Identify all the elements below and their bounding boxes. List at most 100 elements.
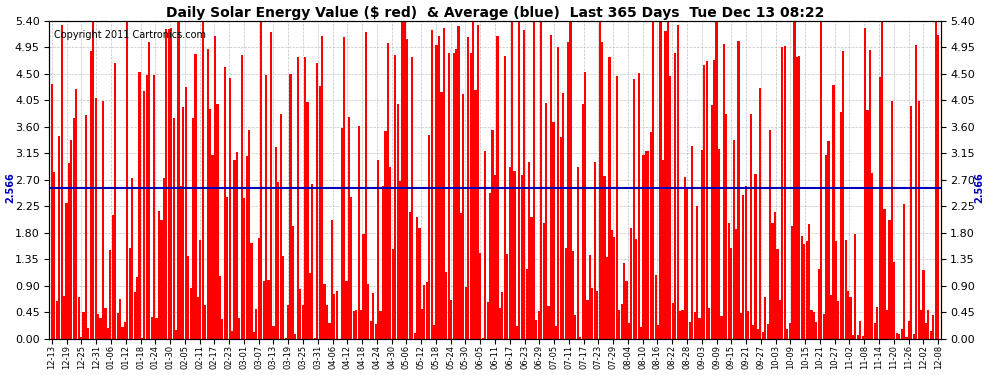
Bar xyxy=(886,309,888,339)
Bar xyxy=(798,56,801,339)
Bar xyxy=(528,162,531,339)
Bar xyxy=(749,114,751,339)
Bar xyxy=(236,152,238,339)
Bar xyxy=(686,189,688,339)
Bar xyxy=(144,91,146,339)
Bar xyxy=(793,21,796,339)
Bar xyxy=(501,292,503,339)
Bar xyxy=(898,334,900,339)
Bar xyxy=(180,186,182,339)
Bar xyxy=(928,310,930,339)
Bar xyxy=(516,326,518,339)
Bar xyxy=(487,302,489,339)
Bar xyxy=(350,197,352,339)
Bar xyxy=(618,310,621,339)
Bar xyxy=(925,323,927,339)
Bar xyxy=(377,160,379,339)
Bar xyxy=(117,313,119,339)
Bar xyxy=(713,60,715,339)
Bar xyxy=(846,291,849,339)
Bar xyxy=(102,101,104,339)
Bar xyxy=(204,305,206,339)
Bar xyxy=(331,220,333,339)
Bar xyxy=(494,175,496,339)
Bar xyxy=(844,240,846,339)
Bar xyxy=(287,305,289,339)
Bar xyxy=(372,292,374,339)
Bar xyxy=(406,39,409,339)
Bar xyxy=(747,310,749,339)
Bar xyxy=(716,21,718,339)
Bar xyxy=(399,181,401,339)
Bar xyxy=(891,101,893,339)
Bar xyxy=(838,301,840,339)
Bar xyxy=(674,53,676,339)
Bar xyxy=(764,297,766,339)
Bar xyxy=(129,248,131,339)
Bar xyxy=(189,288,192,339)
Bar xyxy=(221,320,224,339)
Bar xyxy=(640,327,643,339)
Bar xyxy=(733,140,735,339)
Bar xyxy=(730,248,733,339)
Bar xyxy=(835,242,837,339)
Bar xyxy=(554,326,557,339)
Bar xyxy=(644,151,647,339)
Bar xyxy=(431,30,433,339)
Bar xyxy=(424,285,426,339)
Bar xyxy=(698,318,701,339)
Bar xyxy=(365,32,367,339)
Bar xyxy=(910,106,913,339)
Bar xyxy=(611,230,613,339)
Bar xyxy=(937,35,940,339)
Bar xyxy=(526,269,528,339)
Bar xyxy=(241,55,243,339)
Text: Copyright 2011 Cartronics.com: Copyright 2011 Cartronics.com xyxy=(53,30,206,40)
Bar xyxy=(604,176,606,339)
Bar xyxy=(533,21,535,339)
Bar xyxy=(920,310,922,339)
Bar xyxy=(477,25,479,339)
Bar xyxy=(766,324,769,339)
Bar xyxy=(654,275,656,339)
Bar xyxy=(231,331,233,339)
Bar xyxy=(691,146,693,339)
Bar xyxy=(761,332,764,339)
Bar xyxy=(209,109,211,339)
Bar xyxy=(584,72,586,339)
Bar xyxy=(816,322,818,339)
Bar xyxy=(735,229,738,339)
Bar xyxy=(304,57,306,339)
Bar xyxy=(384,131,386,339)
Bar xyxy=(706,61,708,339)
Bar xyxy=(482,338,484,339)
Bar xyxy=(443,28,445,339)
Bar xyxy=(148,42,150,339)
Bar xyxy=(820,22,823,339)
Text: 2.566: 2.566 xyxy=(974,172,984,203)
Bar xyxy=(903,204,905,339)
Bar xyxy=(246,156,248,339)
Bar xyxy=(901,328,903,339)
Bar xyxy=(124,322,126,339)
Bar xyxy=(68,163,70,339)
Bar xyxy=(397,104,399,339)
Bar xyxy=(379,311,382,339)
Bar xyxy=(752,325,754,339)
Bar xyxy=(669,76,671,339)
Bar xyxy=(586,300,589,339)
Bar xyxy=(162,178,165,339)
Bar xyxy=(564,248,566,339)
Bar xyxy=(828,141,830,339)
Bar xyxy=(374,324,377,339)
Bar xyxy=(723,44,725,339)
Bar xyxy=(155,318,157,339)
Bar xyxy=(255,309,257,339)
Bar xyxy=(541,21,543,339)
Bar xyxy=(896,333,898,339)
Bar xyxy=(292,226,294,339)
Bar xyxy=(167,29,170,339)
Bar xyxy=(559,137,562,339)
Bar xyxy=(474,90,476,339)
Bar xyxy=(676,25,679,339)
